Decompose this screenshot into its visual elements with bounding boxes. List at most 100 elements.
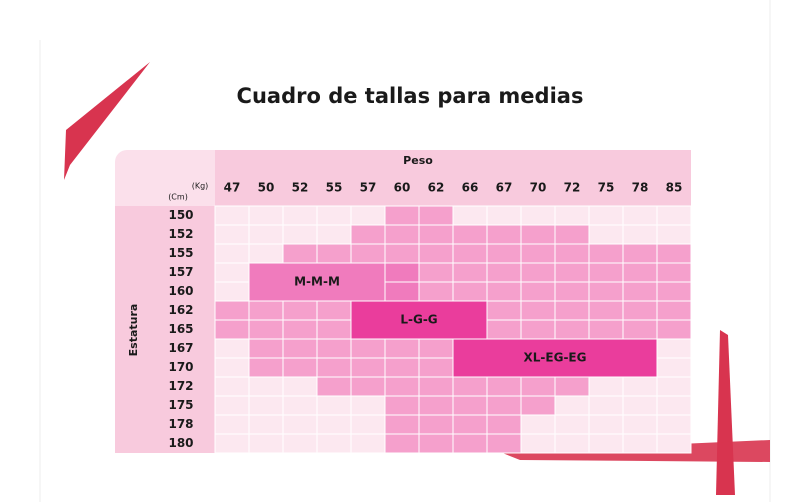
height-value: 150 (168, 208, 193, 222)
weight-value: 47 (224, 181, 241, 195)
cell (520, 433, 556, 454)
cell (520, 262, 556, 283)
weight-value: 60 (394, 181, 411, 195)
weight-value: 67 (496, 181, 513, 195)
cell (520, 281, 556, 302)
cell (656, 281, 692, 302)
cell (248, 319, 284, 340)
weight-value: 85 (666, 181, 683, 195)
grid (214, 205, 692, 454)
cell (486, 300, 522, 321)
cell (486, 319, 522, 340)
size-block (350, 300, 488, 340)
cell (656, 338, 692, 359)
cell (452, 433, 488, 454)
weight-value: 50 (258, 181, 275, 195)
height-value: 180 (168, 436, 193, 450)
cell (248, 414, 284, 435)
height-unit: (Cm) (168, 193, 188, 202)
cell (554, 205, 590, 226)
cell (214, 205, 250, 226)
cell (656, 395, 692, 416)
cell (316, 224, 352, 245)
cell (622, 300, 658, 321)
cell (554, 224, 590, 245)
cell (486, 205, 522, 226)
cell (350, 243, 386, 264)
cell (486, 243, 522, 264)
cell (418, 376, 454, 397)
cell (622, 395, 658, 416)
cell (656, 376, 692, 397)
cell (214, 224, 250, 245)
cell (452, 262, 488, 283)
cell (486, 433, 522, 454)
cell (282, 395, 318, 416)
cell (384, 224, 420, 245)
cell (316, 395, 352, 416)
cell (656, 243, 692, 264)
cell (384, 338, 420, 359)
cell (214, 395, 250, 416)
cell (384, 262, 420, 283)
cell (214, 433, 250, 454)
cell (656, 205, 692, 226)
cell (588, 224, 624, 245)
cell (384, 243, 420, 264)
cell (656, 433, 692, 454)
cell (350, 395, 386, 416)
cell (554, 433, 590, 454)
cell (486, 224, 522, 245)
cell (384, 376, 420, 397)
header-band (215, 150, 691, 206)
cell (214, 376, 250, 397)
cell (282, 300, 318, 321)
cell (588, 300, 624, 321)
height-value: 155 (168, 246, 193, 260)
cell (316, 300, 352, 321)
cell (214, 338, 250, 359)
cell (384, 433, 420, 454)
title: Cuadro de tallas para medias (237, 84, 584, 108)
weight-value: 52 (292, 181, 309, 195)
cell (418, 243, 454, 264)
cell (316, 243, 352, 264)
cell (588, 414, 624, 435)
cell (248, 357, 284, 378)
cell (248, 205, 284, 226)
cell (656, 300, 692, 321)
cell (452, 395, 488, 416)
cell (282, 319, 318, 340)
size-label: L-G-G (400, 313, 437, 327)
cell (418, 338, 454, 359)
cell (656, 224, 692, 245)
cell (622, 243, 658, 264)
cell (384, 205, 420, 226)
cell (214, 357, 250, 378)
cell (520, 414, 556, 435)
cell (316, 376, 352, 397)
cell (520, 243, 556, 264)
cell (282, 224, 318, 245)
cell (214, 300, 250, 321)
height-value: 178 (168, 417, 193, 431)
cell (282, 414, 318, 435)
cell (554, 300, 590, 321)
cell (452, 281, 488, 302)
cell (214, 243, 250, 264)
cell (418, 205, 454, 226)
cell (520, 395, 556, 416)
cell (622, 224, 658, 245)
cell (656, 357, 692, 378)
cell (452, 414, 488, 435)
height-value: 175 (168, 398, 193, 412)
weight-value: 75 (598, 181, 615, 195)
cell (554, 395, 590, 416)
cell (418, 262, 454, 283)
cell (350, 224, 386, 245)
cell (248, 433, 284, 454)
cell (350, 376, 386, 397)
cell (520, 319, 556, 340)
height-value: 152 (168, 227, 193, 241)
